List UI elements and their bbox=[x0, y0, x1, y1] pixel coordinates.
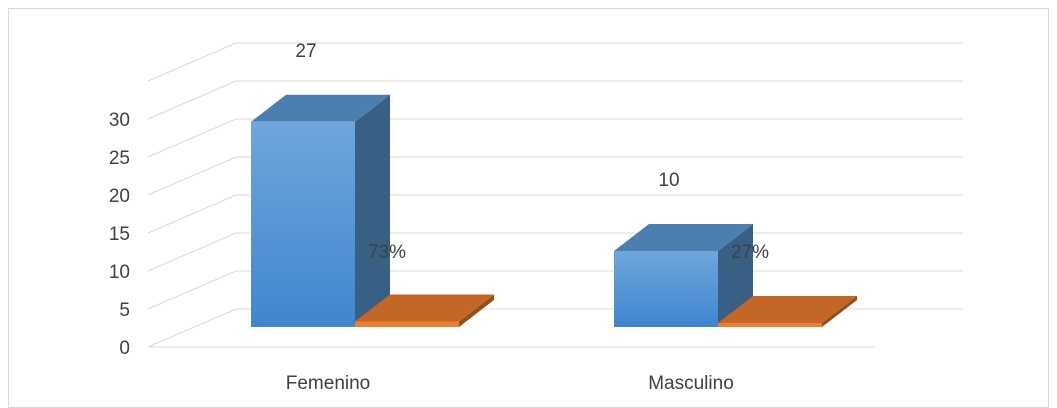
bars bbox=[251, 94, 857, 327]
x-category-label: Masculino bbox=[648, 373, 734, 394]
bar-count-femenino bbox=[251, 94, 390, 327]
gridline-diagonal bbox=[147, 42, 237, 82]
data-label: 27% bbox=[731, 242, 769, 263]
data-label: 73% bbox=[368, 242, 406, 263]
data-labels: 27 73% 10 27% bbox=[295, 41, 769, 263]
gridline-diagonal bbox=[147, 156, 237, 196]
gridline-diagonal bbox=[147, 194, 237, 234]
bar-share-masculino bbox=[718, 296, 857, 327]
gridline-diagonal bbox=[147, 270, 237, 310]
y-tick-label: 5 bbox=[119, 300, 130, 321]
y-tick-label: 0 bbox=[119, 338, 130, 359]
data-label: 10 bbox=[658, 170, 679, 191]
data-label: 27 bbox=[295, 41, 316, 62]
y-axis-ticks: 0 5 10 15 20 25 30 bbox=[109, 110, 130, 359]
x-axis-categories: Femenino Masculino bbox=[286, 373, 734, 394]
bar-count-masculino bbox=[614, 224, 753, 327]
chart-frame bbox=[8, 8, 1049, 408]
gridline-diagonal bbox=[147, 308, 237, 348]
x-category-label: Femenino bbox=[286, 373, 371, 394]
y-tick-label: 30 bbox=[109, 110, 130, 131]
y-tick-label: 15 bbox=[109, 224, 130, 245]
gridline-diagonal bbox=[147, 232, 237, 272]
bar-share-femenino bbox=[355, 294, 494, 327]
y-tick-label: 20 bbox=[109, 186, 130, 207]
y-tick-label: 10 bbox=[109, 262, 130, 283]
gridline-diagonal bbox=[147, 80, 237, 120]
gridline-diagonal bbox=[147, 118, 237, 158]
y-tick-label: 25 bbox=[109, 148, 130, 169]
